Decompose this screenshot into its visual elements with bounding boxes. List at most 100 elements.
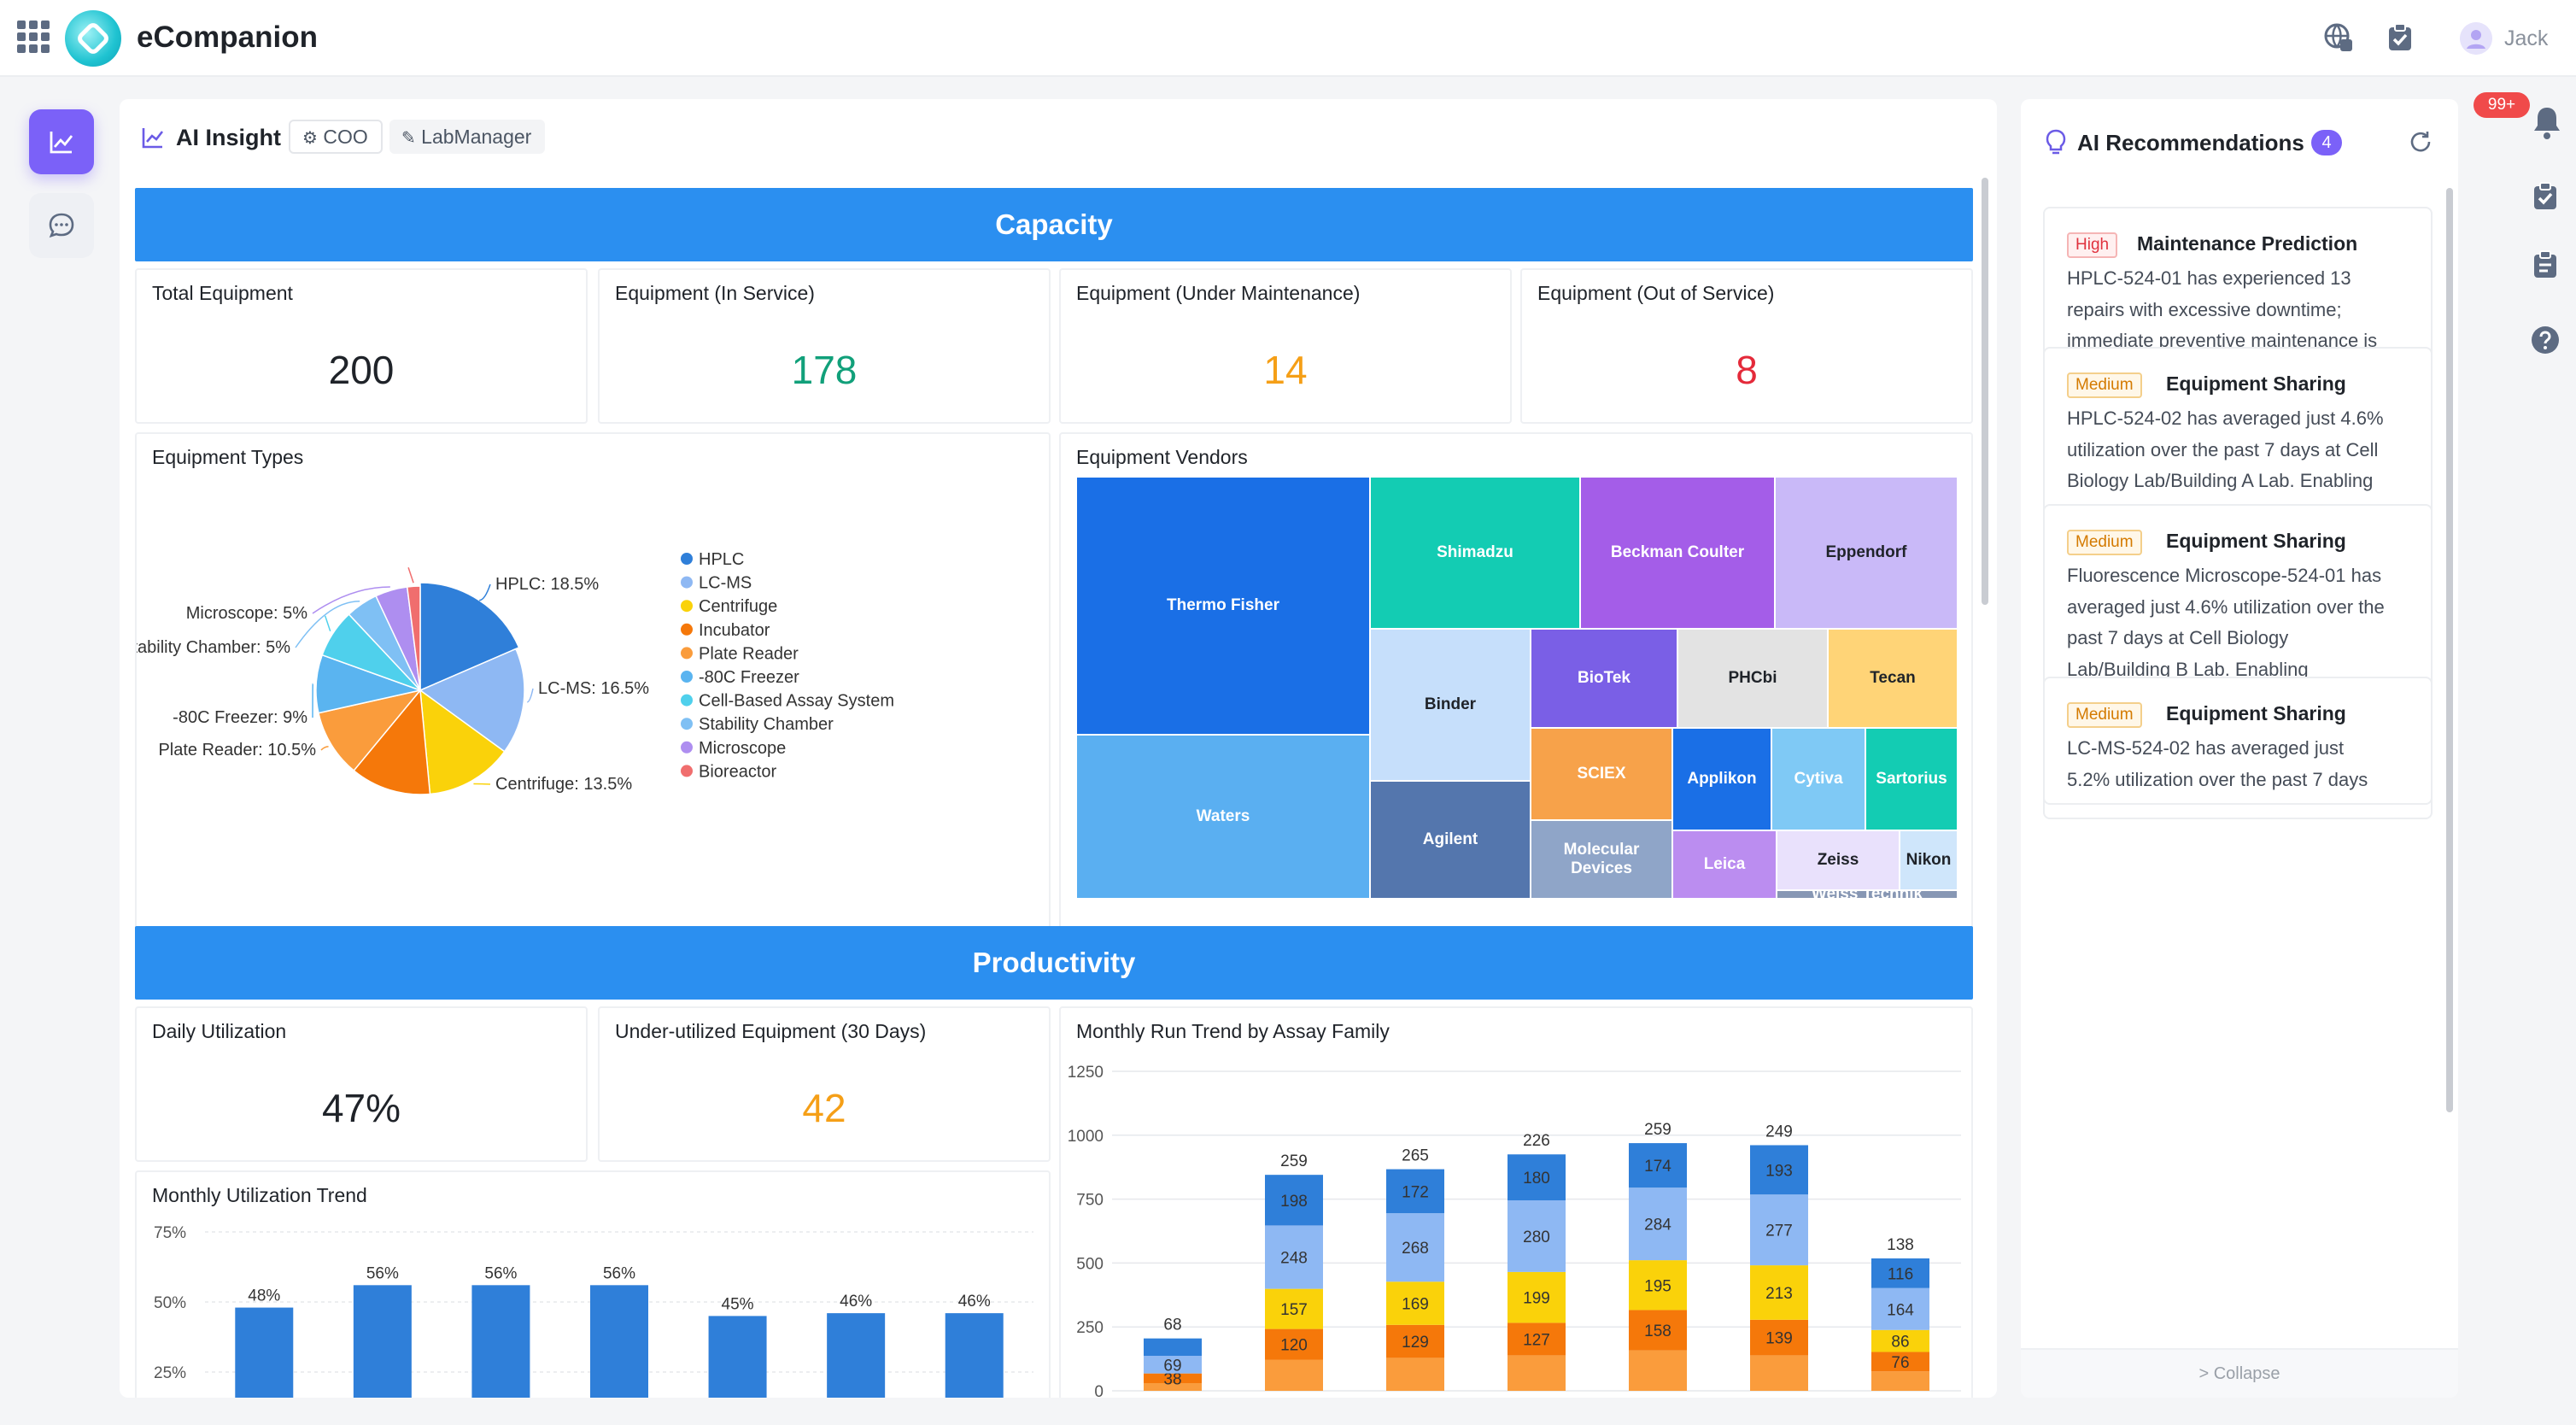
stacked-bar-segment[interactable] bbox=[1144, 1383, 1202, 1391]
stacked-bar-segment[interactable] bbox=[1144, 1338, 1202, 1357]
treemap-tile[interactable]: Leica bbox=[1672, 830, 1777, 899]
treemap-tile[interactable]: Shimadzu bbox=[1370, 477, 1580, 629]
stacked-bar-segment[interactable] bbox=[1508, 1355, 1566, 1391]
stacked-bar-segment[interactable] bbox=[1144, 1373, 1202, 1384]
bar[interactable] bbox=[945, 1313, 1004, 1398]
rail-item-chat[interactable] bbox=[29, 193, 94, 258]
pie-slice[interactable] bbox=[406, 585, 421, 691]
tasks-icon[interactable] bbox=[2530, 181, 2561, 212]
stacked-bar-segment[interactable] bbox=[1508, 1322, 1566, 1356]
bell-icon[interactable] bbox=[2530, 104, 2564, 142]
bar[interactable] bbox=[235, 1307, 294, 1398]
treemap-tile[interactable]: BioTek bbox=[1531, 629, 1677, 728]
legend-label[interactable]: LC-MS bbox=[699, 574, 752, 593]
treemap-tile[interactable]: Tecan bbox=[1828, 629, 1958, 728]
stacked-bar-segment[interactable] bbox=[1871, 1352, 1929, 1372]
treemap-tile[interactable]: SCIEX bbox=[1531, 728, 1672, 820]
legend-label[interactable]: Centrifuge bbox=[699, 597, 777, 616]
stacked-bar-segment[interactable] bbox=[1386, 1358, 1444, 1391]
stacked-bar-segment[interactable] bbox=[1750, 1265, 1808, 1320]
treemap-tile[interactable]: Cytiva bbox=[1771, 728, 1865, 830]
role-chip-labmanager[interactable]: ✎ LabManager bbox=[389, 120, 545, 154]
bar[interactable] bbox=[353, 1285, 412, 1398]
treemap-tile[interactable]: PHCbi bbox=[1677, 629, 1828, 728]
stacked-bar-segment[interactable] bbox=[1871, 1287, 1929, 1330]
stacked-bar-segment[interactable] bbox=[1871, 1258, 1929, 1288]
stacked-bar-segment[interactable] bbox=[1386, 1213, 1444, 1282]
treemap-chart[interactable]: Thermo Fisher Waters Shimadzu Beckman Coult… bbox=[1076, 477, 1958, 899]
legend-label[interactable]: Bioreactor bbox=[699, 762, 776, 781]
pie-slice[interactable] bbox=[318, 689, 422, 772]
stacked-bar-segment[interactable] bbox=[1386, 1324, 1444, 1358]
gear-icon: ⚙ bbox=[302, 129, 318, 148]
treemap-tile[interactable]: Thermo Fisher bbox=[1076, 477, 1370, 735]
treemap-tile[interactable]: Eppendorf bbox=[1775, 477, 1958, 629]
legend-label[interactable]: Incubator bbox=[699, 621, 770, 640]
treemap-tile[interactable]: Sartorius bbox=[1865, 728, 1958, 830]
user-avatar-icon[interactable] bbox=[2460, 22, 2492, 55]
stacked-bar-segment[interactable] bbox=[1629, 1310, 1687, 1351]
legend-label[interactable]: Stability Chamber bbox=[699, 715, 834, 734]
utilization-bar-chart[interactable]: 75% 50% 25% 48% 56% 56% 56% 45% 46% 46% bbox=[137, 1211, 1049, 1398]
stacked-bar-segment[interactable] bbox=[1508, 1200, 1566, 1272]
stacked-bar-segment[interactable] bbox=[1265, 1288, 1323, 1329]
stacked-bar-segment[interactable] bbox=[1386, 1169, 1444, 1214]
stacked-bar-segment[interactable] bbox=[1750, 1194, 1808, 1266]
help-icon[interactable] bbox=[2530, 325, 2561, 355]
stacked-bar-segment[interactable] bbox=[1750, 1145, 1808, 1195]
pie-slice[interactable] bbox=[419, 689, 506, 795]
treemap-tile[interactable]: Waters bbox=[1076, 735, 1370, 899]
bar[interactable] bbox=[471, 1285, 530, 1398]
stacked-bar-segment[interactable] bbox=[1508, 1154, 1566, 1201]
treemap-tile[interactable]: Zeiss bbox=[1777, 830, 1900, 890]
pie-chart[interactable]: HPLC: 18.5% LC-MS: 16.5% Centrifuge: 13.5%… bbox=[137, 468, 1049, 929]
treemap-tile[interactable]: Binder bbox=[1370, 629, 1531, 781]
stacked-bar-segment[interactable] bbox=[1871, 1371, 1929, 1391]
treemap-tile[interactable]: Nikon bbox=[1900, 830, 1958, 890]
treemap-tile[interactable]: Agilent bbox=[1370, 781, 1531, 899]
apps-grid-icon[interactable] bbox=[17, 21, 50, 53]
tasks-icon[interactable] bbox=[2385, 22, 2415, 53]
refresh-icon[interactable] bbox=[2407, 128, 2434, 155]
pie-slice[interactable] bbox=[419, 648, 525, 753]
collapse-button[interactable]: > Collapse bbox=[2021, 1348, 2458, 1398]
stacked-bar-segment[interactable] bbox=[1629, 1260, 1687, 1311]
legend-label[interactable]: Microscope bbox=[699, 739, 786, 758]
treemap-tile[interactable]: Molecular Devices bbox=[1531, 820, 1672, 899]
legend-swatch bbox=[681, 600, 693, 613]
chart-line-icon bbox=[142, 128, 164, 149]
stacked-bar-segment[interactable] bbox=[1265, 1328, 1323, 1360]
legend-label[interactable]: Cell-Based Assay System bbox=[699, 692, 894, 711]
bar[interactable] bbox=[827, 1313, 886, 1398]
translate-icon[interactable] bbox=[2323, 22, 2354, 53]
treemap-tile[interactable]: Weiss Technik bbox=[1777, 890, 1958, 899]
bar[interactable] bbox=[708, 1316, 767, 1398]
user-name[interactable]: Jack bbox=[2504, 26, 2549, 50]
rail-item-insight[interactable] bbox=[29, 109, 94, 174]
stacked-bar-segment[interactable] bbox=[1750, 1355, 1808, 1391]
stacked-bar-segment[interactable] bbox=[1750, 1319, 1808, 1356]
legend-label[interactable]: HPLC bbox=[699, 550, 744, 569]
stacked-bar-segment[interactable] bbox=[1265, 1225, 1323, 1289]
stacked-bar-segment[interactable] bbox=[1265, 1359, 1323, 1391]
stacked-bar-segment[interactable] bbox=[1629, 1350, 1687, 1391]
main-scrollbar[interactable] bbox=[1982, 178, 1988, 605]
role-chip-coo[interactable]: ⚙ COO bbox=[289, 120, 383, 154]
stacked-bar-segment[interactable] bbox=[1144, 1356, 1202, 1374]
clipboard-list-icon[interactable] bbox=[2530, 249, 2561, 280]
treemap-tile[interactable]: Applikon bbox=[1672, 728, 1771, 830]
stacked-bar-segment[interactable] bbox=[1265, 1175, 1323, 1226]
legend-label[interactable]: -80C Freezer bbox=[699, 668, 799, 687]
recommendations-scrollbar[interactable] bbox=[2446, 188, 2453, 1112]
stacked-bar-segment[interactable] bbox=[1629, 1143, 1687, 1188]
pie-slice[interactable] bbox=[419, 582, 520, 692]
stacked-bar-segment[interactable] bbox=[1629, 1188, 1687, 1261]
legend-label[interactable]: Plate Reader bbox=[699, 644, 799, 663]
treemap-tile[interactable]: Beckman Coulter bbox=[1580, 477, 1775, 629]
stacked-bar-segment[interactable] bbox=[1508, 1271, 1566, 1323]
stacked-bar-segment[interactable] bbox=[1871, 1329, 1929, 1352]
bar[interactable] bbox=[590, 1285, 648, 1398]
stacked-bar-segment[interactable] bbox=[1386, 1281, 1444, 1325]
pie-slice[interactable] bbox=[353, 689, 431, 795]
